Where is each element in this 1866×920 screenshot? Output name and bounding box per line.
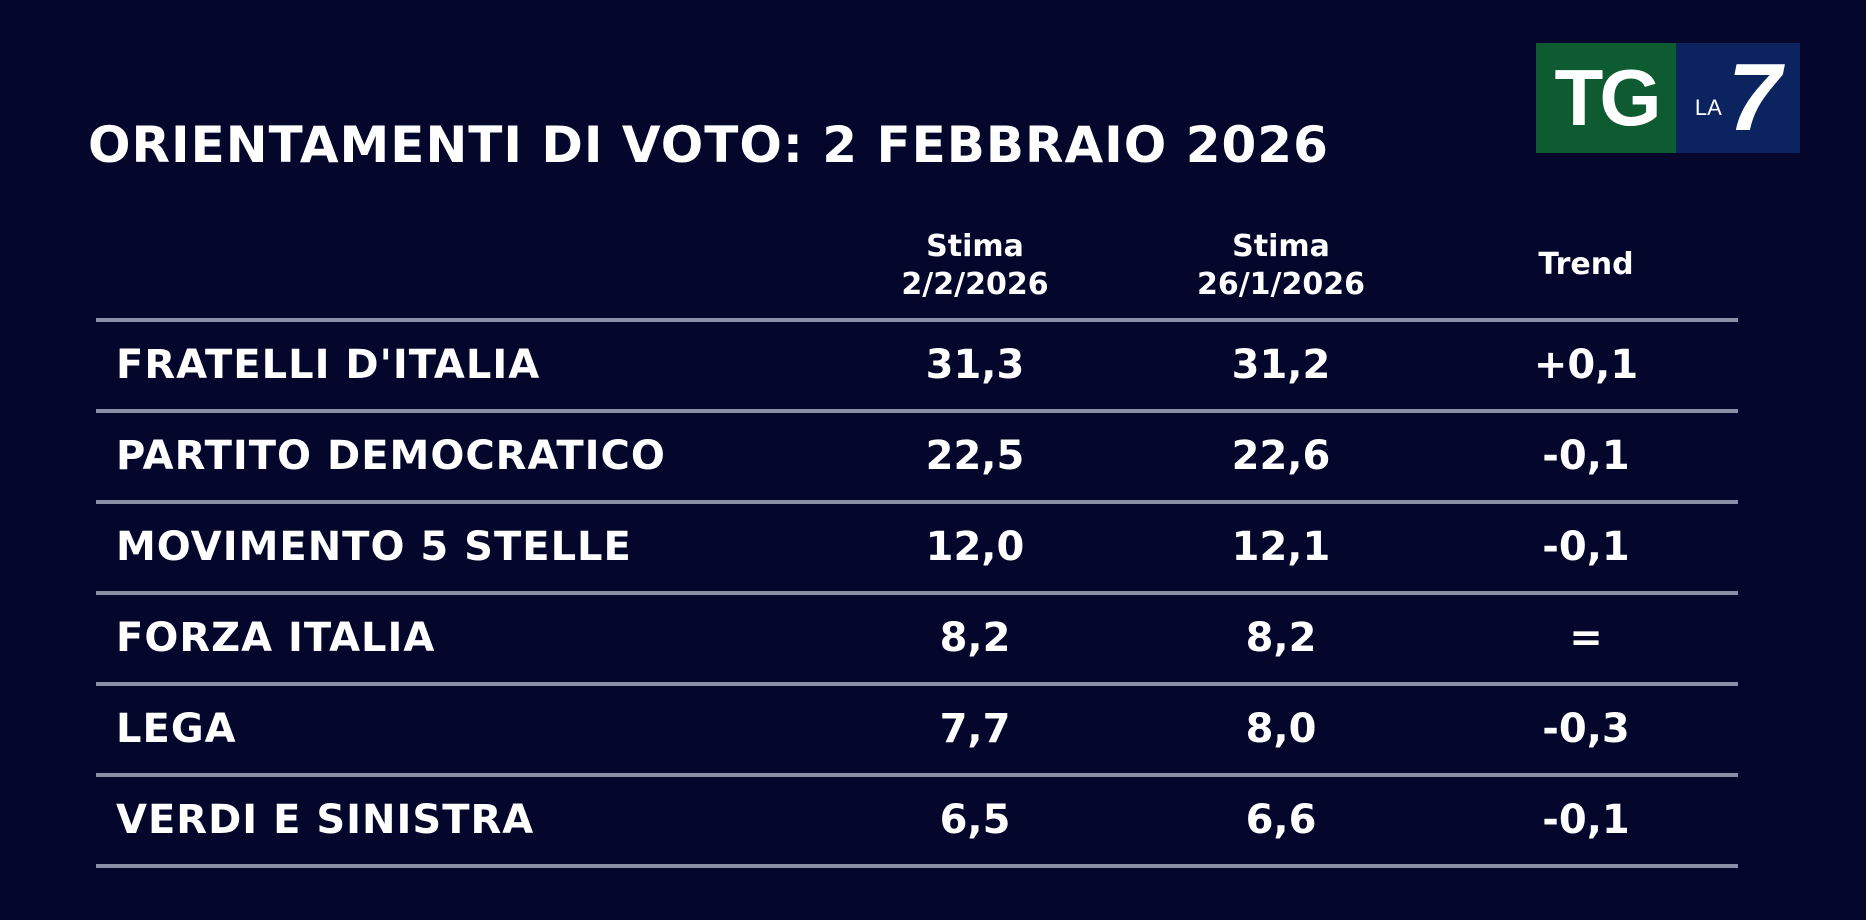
current-value: 12,0 bbox=[925, 524, 1025, 570]
trend-value: -0,3 bbox=[1542, 706, 1630, 752]
table-row: LEGA 7,7 8,0 -0,3 bbox=[96, 686, 1738, 777]
tgla7-logo: TG LA 7 bbox=[1536, 43, 1800, 153]
previous-value: 6,6 bbox=[1245, 797, 1317, 843]
page-title: ORIENTAMENTI DI VOTO: 2 FEBBRAIO 2026 bbox=[88, 116, 1329, 174]
table-row: FRATELLI D'ITALIA 31,3 31,2 +0,1 bbox=[96, 322, 1738, 413]
logo-la7: LA 7 bbox=[1676, 43, 1800, 153]
table-row: FORZA ITALIA 8,2 8,2 = bbox=[96, 595, 1738, 686]
party-name: PARTITO DEMOCRATICO bbox=[116, 433, 666, 479]
trend-value: -0,1 bbox=[1542, 524, 1630, 570]
logo-seven: 7 bbox=[1727, 44, 1782, 151]
current-value: 6,5 bbox=[939, 797, 1011, 843]
header-previous-estimate: Stima 26/1/2026 bbox=[1151, 228, 1411, 304]
table-row: PARTITO DEMOCRATICO 22,5 22,6 -0,1 bbox=[96, 413, 1738, 504]
table-row: VERDI E SINISTRA 6,5 6,6 -0,1 bbox=[96, 777, 1738, 868]
party-name: FRATELLI D'ITALIA bbox=[116, 342, 541, 388]
trend-value: -0,1 bbox=[1542, 797, 1630, 843]
current-value: 22,5 bbox=[925, 433, 1025, 479]
trend-value: = bbox=[1569, 615, 1603, 661]
logo-la: LA bbox=[1694, 95, 1722, 120]
header-label: Stima bbox=[1232, 229, 1330, 264]
poll-table: Stima 2/2/2026 Stima 26/1/2026 Trend FRA… bbox=[96, 228, 1738, 868]
table-header: Stima 2/2/2026 Stima 26/1/2026 Trend bbox=[96, 228, 1738, 322]
previous-value: 22,6 bbox=[1231, 433, 1331, 479]
previous-value: 12,1 bbox=[1231, 524, 1331, 570]
current-value: 7,7 bbox=[939, 706, 1011, 752]
header-date: 26/1/2026 bbox=[1196, 267, 1366, 302]
party-name: FORZA ITALIA bbox=[116, 615, 436, 661]
party-name: MOVIMENTO 5 STELLE bbox=[116, 524, 632, 570]
header-trend: Trend bbox=[1456, 246, 1716, 284]
trend-value: +0,1 bbox=[1533, 342, 1639, 388]
header-label: Stima bbox=[926, 229, 1024, 264]
party-name: VERDI E SINISTRA bbox=[116, 797, 535, 843]
previous-value: 8,0 bbox=[1245, 706, 1317, 752]
current-value: 8,2 bbox=[939, 615, 1011, 661]
current-value: 31,3 bbox=[925, 342, 1025, 388]
header-current-estimate: Stima 2/2/2026 bbox=[845, 228, 1105, 304]
previous-value: 31,2 bbox=[1231, 342, 1331, 388]
header-date: 2/2/2026 bbox=[901, 267, 1049, 302]
header-label: Trend bbox=[1538, 247, 1634, 282]
trend-value: -0,1 bbox=[1542, 433, 1630, 479]
previous-value: 8,2 bbox=[1245, 615, 1317, 661]
logo-tg: TG bbox=[1536, 43, 1676, 153]
table-row: MOVIMENTO 5 STELLE 12,0 12,1 -0,1 bbox=[96, 504, 1738, 595]
party-name: LEGA bbox=[116, 706, 237, 752]
